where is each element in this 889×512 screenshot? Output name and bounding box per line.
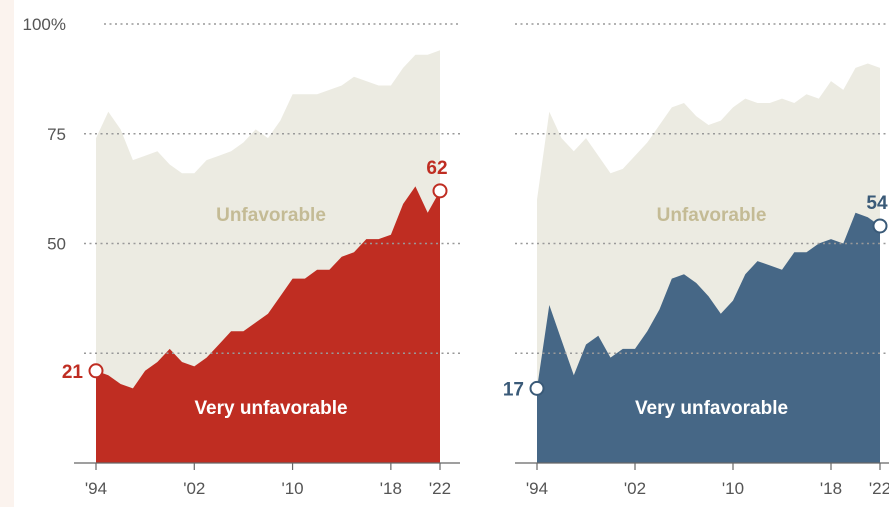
area-label-very-unfavorable: Very unfavorable xyxy=(635,398,788,419)
data-label: 21 xyxy=(62,362,84,383)
x-tick-label: '94 xyxy=(526,479,548,498)
data-label: 62 xyxy=(426,158,447,179)
y-tick-label: 100% xyxy=(23,15,66,34)
area-label-unfavorable: Unfavorable xyxy=(657,205,767,226)
area-label-very-unfavorable: Very unfavorable xyxy=(194,398,347,419)
data-point-marker xyxy=(874,219,887,232)
x-tick-label: '10 xyxy=(281,479,303,498)
data-label: 54 xyxy=(866,193,888,214)
data-point-marker xyxy=(531,382,544,395)
data-label: 17 xyxy=(503,379,524,400)
area-label-unfavorable: Unfavorable xyxy=(216,205,326,226)
x-tick-label: '22 xyxy=(869,479,889,498)
y-tick-label: 75 xyxy=(47,125,66,144)
x-tick-label: '10 xyxy=(722,479,744,498)
x-tick-label: '22 xyxy=(429,479,451,498)
x-tick-label: '94 xyxy=(85,479,107,498)
y-tick-label: 50 xyxy=(47,235,66,254)
data-point-marker xyxy=(434,184,447,197)
x-tick-label: '02 xyxy=(624,479,646,498)
data-point-marker xyxy=(90,364,103,377)
x-tick-label: '02 xyxy=(183,479,205,498)
x-tick-label: '18 xyxy=(820,479,842,498)
x-tick-label: '18 xyxy=(380,479,402,498)
